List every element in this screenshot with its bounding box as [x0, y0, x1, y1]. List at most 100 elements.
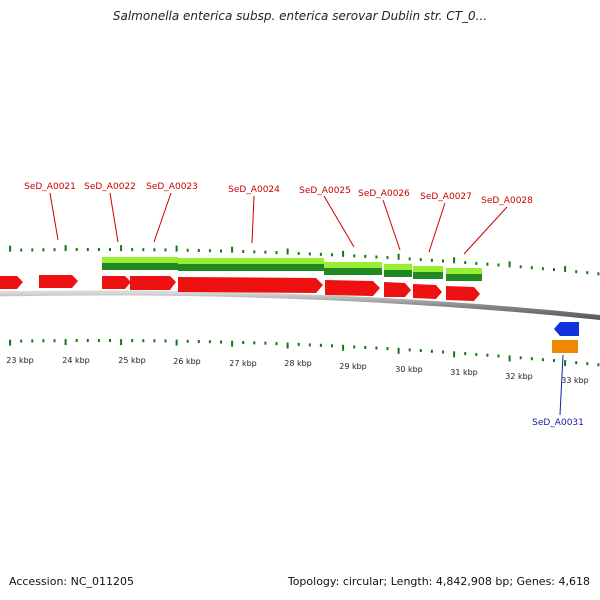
ruler-label: 27 kbp: [229, 359, 257, 368]
minor-tick: [597, 272, 600, 276]
reverse-label-line: [559, 354, 564, 416]
minor-tick: [75, 339, 78, 342]
gene-arrow[interactable]: [130, 276, 176, 290]
minor-tick: [408, 348, 411, 352]
gene-arrow[interactable]: [413, 284, 442, 299]
minor-tick: [575, 270, 578, 274]
minor-tick: [586, 362, 589, 366]
major-tick: [564, 266, 567, 273]
gene-label-sed-a0027[interactable]: SeD_A0027: [420, 192, 472, 202]
minor-tick: [20, 339, 23, 343]
minor-tick: [386, 256, 389, 260]
feature-band[interactable]: [102, 257, 178, 270]
minor-tick: [242, 341, 245, 344]
minor-tick: [297, 342, 300, 346]
major-tick: [453, 257, 456, 264]
gene-arrow[interactable]: [0, 276, 23, 289]
gene-label-sed-a0025[interactable]: SeD_A0025: [299, 186, 351, 196]
feature-bands: [102, 257, 482, 281]
minor-tick: [408, 257, 411, 261]
minor-tick: [109, 339, 111, 342]
feature-band[interactable]: [446, 268, 482, 281]
major-tick: [342, 250, 345, 257]
minor-tick: [86, 339, 89, 342]
minor-tick: [220, 340, 222, 344]
minor-tick: [253, 341, 256, 345]
feature-band[interactable]: [178, 258, 324, 271]
minor-tick: [264, 341, 267, 345]
feature-band[interactable]: [324, 262, 382, 275]
chromosome-backbone: [0, 290, 600, 320]
minor-tick: [530, 357, 533, 361]
minor-tick: [375, 346, 378, 350]
lower-tick-row: [9, 339, 600, 367]
major-tick: [175, 245, 178, 252]
ruler-label: 24 kbp: [62, 356, 90, 365]
accession-text: Accession: NC_011205: [9, 575, 135, 588]
ruler-label: 25 kbp: [118, 356, 146, 365]
gene-label-sed-a0028[interactable]: SeD_A0028: [481, 196, 533, 206]
minor-tick: [186, 248, 189, 252]
ruler-label: 26 kbp: [173, 357, 201, 366]
gene-arrow[interactable]: [325, 280, 380, 296]
minor-tick: [331, 253, 333, 257]
minor-tick: [553, 268, 555, 272]
major-tick: [175, 339, 178, 346]
minor-tick: [331, 344, 333, 348]
gene-label-sed-a0023[interactable]: SeD_A0023: [146, 182, 198, 192]
minor-tick: [31, 248, 34, 252]
gene-arrow[interactable]: [446, 286, 480, 301]
reverse-genes: [552, 322, 579, 353]
minor-tick: [31, 339, 34, 343]
minor-tick: [319, 343, 322, 347]
gene-arrow[interactable]: [102, 276, 131, 289]
minor-tick: [541, 358, 544, 362]
major-tick: [64, 339, 67, 346]
minor-tick: [497, 354, 500, 358]
minor-tick: [109, 248, 111, 251]
gene-label-sed-a0022[interactable]: SeD_A0022: [84, 182, 136, 192]
gene-block-orange[interactable]: [552, 340, 578, 353]
major-tick: [9, 245, 12, 252]
minor-tick: [586, 271, 589, 275]
minor-tick: [53, 248, 56, 252]
minor-tick: [442, 259, 444, 263]
gene-label-sed-a0031[interactable]: SeD_A0031: [532, 418, 584, 428]
ruler-label: 30 kbp: [395, 365, 423, 374]
major-tick: [508, 355, 511, 362]
minor-tick: [519, 265, 522, 269]
minor-tick: [164, 339, 167, 343]
ruler-label: 23 kbp: [6, 356, 34, 365]
minor-tick: [75, 248, 78, 251]
minor-tick: [519, 356, 522, 360]
minor-tick: [353, 254, 356, 258]
major-tick: [342, 344, 345, 351]
gene-arrow-blue[interactable]: [554, 322, 579, 336]
minor-tick: [386, 347, 389, 351]
gene-arrow[interactable]: [384, 282, 411, 297]
minor-tick: [497, 263, 500, 267]
major-tick: [397, 347, 400, 354]
minor-tick: [131, 248, 134, 252]
ruler-label: 31 kbp: [450, 368, 478, 377]
minor-tick: [208, 340, 211, 344]
minor-tick: [319, 252, 322, 256]
minor-tick: [464, 261, 467, 265]
minor-tick: [553, 359, 555, 363]
major-tick: [564, 360, 567, 367]
minor-tick: [131, 339, 134, 343]
minor-tick: [419, 258, 422, 262]
major-tick: [508, 261, 511, 268]
ruler-label: 33 kbp: [561, 376, 589, 385]
minor-tick: [253, 250, 256, 254]
gene-label-sed-a0021[interactable]: SeD_A0021: [24, 182, 76, 192]
gene-arrow[interactable]: [39, 275, 78, 288]
gene-arrow[interactable]: [178, 277, 323, 293]
gene-label-sed-a0024[interactable]: SeD_A0024: [228, 185, 280, 195]
feature-band[interactable]: [384, 264, 412, 277]
gene-label-sed-a0026[interactable]: SeD_A0026: [358, 189, 410, 199]
minor-tick: [220, 249, 222, 253]
minor-tick: [575, 361, 578, 365]
feature-band[interactable]: [413, 266, 443, 279]
